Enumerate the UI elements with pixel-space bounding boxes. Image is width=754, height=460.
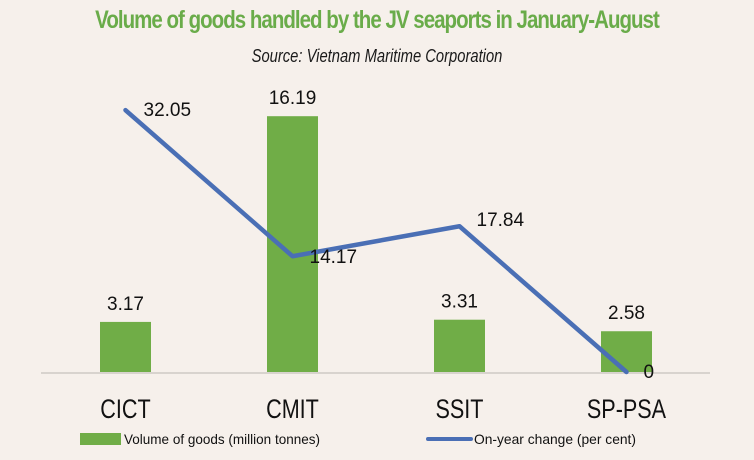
line-series-on-year-change [123,107,629,375]
line-value-label: 32.05 [144,100,192,121]
legend-label-bar: Volume of goods (million tonnes) [124,431,320,447]
x-tick-label: CMIT [266,395,319,425]
bar-value-label: 16.19 [269,88,317,109]
chart-title: Volume of goods handled by the JV seapor… [95,6,660,34]
line-value-label: 17.84 [477,210,525,231]
line-value-label: 14.17 [310,247,358,268]
legend-swatch-bar [80,433,121,445]
bar-value-label: 2.58 [608,303,645,324]
x-tick-label: SP-PSA [587,395,667,425]
bar-cmit [267,116,318,372]
bar-value-label: 3.17 [107,294,144,315]
bar-ssit [434,319,485,372]
bar-cict [100,321,151,372]
bar-value-label: 3.31 [441,292,478,313]
line-value-label: 0 [644,362,655,383]
x-tick-label: SSIT [436,395,484,425]
legend-label-line: On-year change (per cent) [474,431,636,447]
chart-subtitle: Source: Vietnam Maritime Corporation [251,46,503,66]
bar-sp-psa [601,331,652,372]
x-tick-label: CICT [100,395,150,425]
